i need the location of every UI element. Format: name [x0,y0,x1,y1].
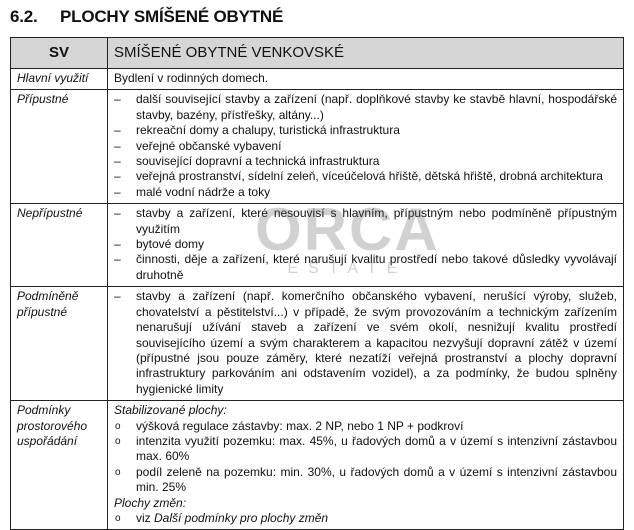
change-prefix: viz [136,510,154,525]
change-heading: Plochy změn: [114,495,187,510]
change-reference: Další podmínky pro plochy změn [154,510,329,525]
list-item: veřejná prostranství, sídelní zeleň, víc… [114,169,617,185]
row-label: Podmíněně přípustné [10,286,108,402]
list-item: činnosti, děje a zařízení, které narušuj… [114,252,617,283]
list-item: malé vodní nádrže a toky [114,185,617,201]
table-row-spatial: Podmínky prostorového uspořádání Stabili… [10,400,624,530]
permitted-list: další související stavby a zařízení (nap… [114,92,617,200]
table-header-row: SV SMÍŠENÉ OBYTNÉ VENKOVSKÉ [10,37,624,69]
table-row-not-permitted: Nepřípustné stavby a zařízení, které nes… [10,203,624,288]
list-item: rekreační domy a chalupy, turistická inf… [114,123,617,139]
section-heading: 6.2. PLOCHY SMÍŠENÉ OBYTNÉ [10,7,283,27]
row-label: Podmínky prostorového uspořádání [10,400,108,530]
not-permitted-list: stavby a zařízení, které nesouvisí s hla… [114,206,617,283]
table-row-conditional: Podmíněně přípustné stavby a zařízení (n… [10,286,624,402]
list-item: další související stavby a zařízení (nap… [114,92,617,123]
stabilized-list: výšková regulace zástavby: max. 2 NP, ne… [114,419,617,496]
zone-name: SMÍŠENÉ OBYTNÉ VENKOVSKÉ [107,37,624,69]
table-row-permitted: Přípustné další související stavby a zař… [10,89,624,205]
list-item: viz Další podmínky pro plochy změn [114,510,617,527]
zone-code: SV [10,37,108,69]
section-title: PLOCHY SMÍŠENÉ OBYTNÉ [60,7,284,26]
row-label: Přípustné [10,89,108,205]
stabilized-heading: Stabilizované plochy: [114,403,227,418]
list-item: související dopravní a technická infrast… [114,154,617,170]
list-item: bytové domy [114,237,617,253]
main-use-text: Bydlení v rodinných domech. [107,67,624,91]
list-item: veřejné občanské vybavení [114,139,617,155]
list-item: stavby a zařízení, které nesouvisí s hla… [114,206,617,237]
list-item: výšková regulace zástavby: max. 2 NP, ne… [114,419,617,435]
row-label: Hlavní využití [10,67,108,91]
section-number: 6.2. [10,7,38,26]
conditional-list: stavby a zařízení (např. komerčního obča… [114,289,617,397]
change-list: viz Další podmínky pro plochy změn [114,510,617,527]
list-item: podíl zeleně na pozemku: min. 30%, u řad… [114,465,617,496]
list-item: stavby a zařízení (např. komerčního obča… [114,289,617,397]
list-item: intenzita využití pozemku: max. 45%, u ř… [114,434,617,465]
row-label: Nepřípustné [10,203,108,288]
table-row-main-use: Hlavní využití Bydlení v rodinných domec… [10,67,624,91]
regulation-table: SV SMÍŠENÉ OBYTNÉ VENKOVSKÉ Hlavní využi… [10,37,624,530]
